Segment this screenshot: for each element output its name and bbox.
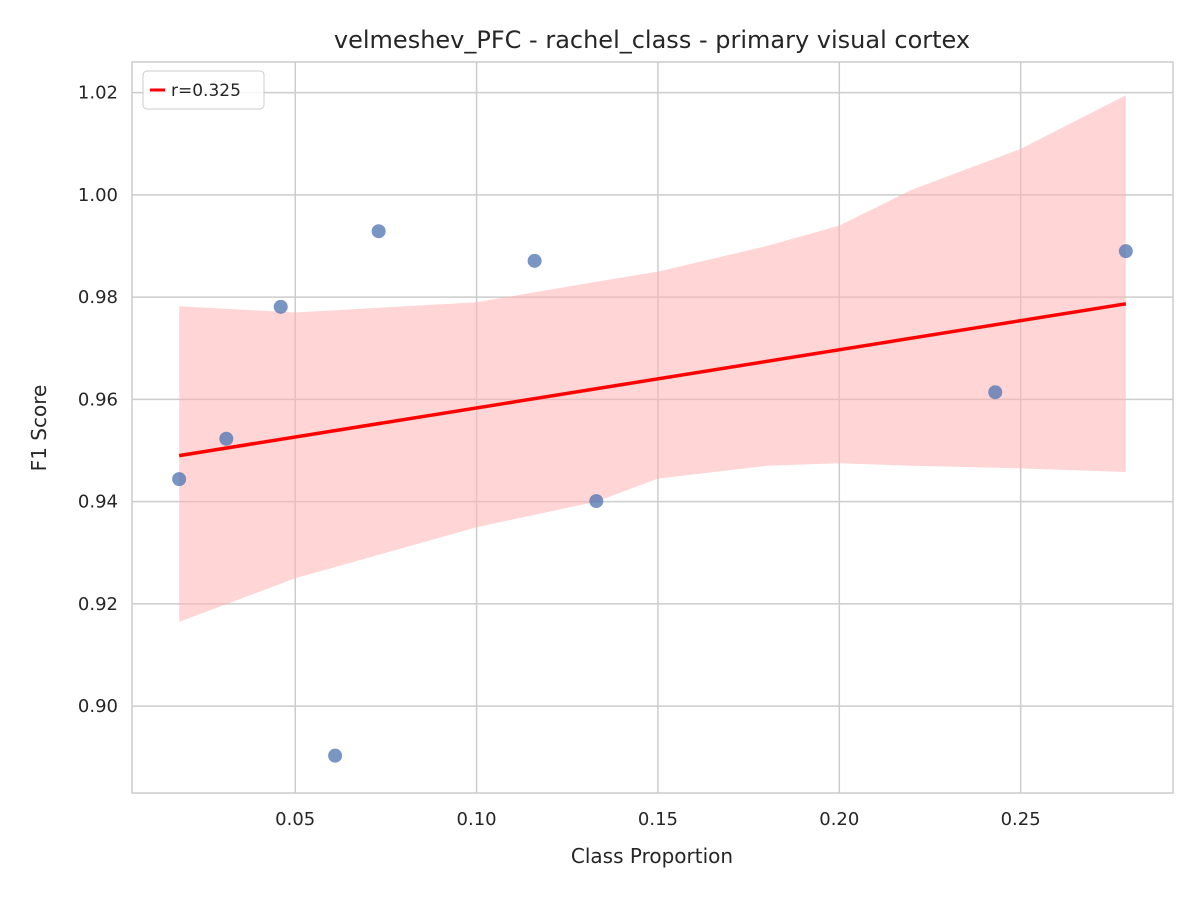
- data-point: [219, 431, 234, 446]
- confidence-band-layer: [179, 95, 1126, 622]
- data-point: [371, 224, 386, 239]
- data-point: [172, 472, 187, 487]
- x-tick-label: 0.15: [638, 809, 678, 830]
- confidence-band: [179, 95, 1126, 622]
- data-points: [172, 224, 1133, 763]
- y-tick-label: 1.02: [78, 83, 118, 104]
- x-tick-label: 0.20: [819, 809, 859, 830]
- x-tick-labels: 0.05 0.10 0.15 0.20 0.25: [275, 809, 1041, 830]
- y-tick-labels: 0.90 0.92 0.94 0.96 0.98 1.00 1.02: [78, 83, 118, 717]
- y-tick-label: 0.98: [78, 287, 118, 308]
- data-point: [1118, 244, 1133, 259]
- chart-title: velmeshev_PFC - rachel_class - primary v…: [334, 26, 970, 54]
- legend-box: [142, 70, 265, 110]
- y-tick-label: 0.96: [78, 389, 118, 410]
- data-point: [328, 748, 343, 763]
- regression-line: [178, 302, 1127, 458]
- y-axis-label: F1 Score: [27, 385, 51, 472]
- data-point: [273, 299, 288, 314]
- x-tick-label: 0.10: [457, 809, 497, 830]
- data-point: [988, 385, 1003, 400]
- data-point: [589, 494, 604, 509]
- legend: r=0.325: [142, 70, 265, 110]
- x-tick-label: 0.25: [1001, 809, 1041, 830]
- x-tick-label: 0.05: [275, 809, 315, 830]
- legend-entry-label: r=0.325: [171, 81, 241, 101]
- y-tick-label: 0.92: [78, 594, 118, 615]
- regression-line-layer: [178, 302, 1127, 458]
- y-tick-label: 1.00: [78, 185, 118, 206]
- data-point: [527, 253, 542, 268]
- x-axis-label: Class Proportion: [571, 844, 733, 868]
- y-tick-label: 0.90: [78, 696, 118, 717]
- plot-frame: [131, 61, 1174, 794]
- y-tick-label: 0.94: [78, 492, 118, 513]
